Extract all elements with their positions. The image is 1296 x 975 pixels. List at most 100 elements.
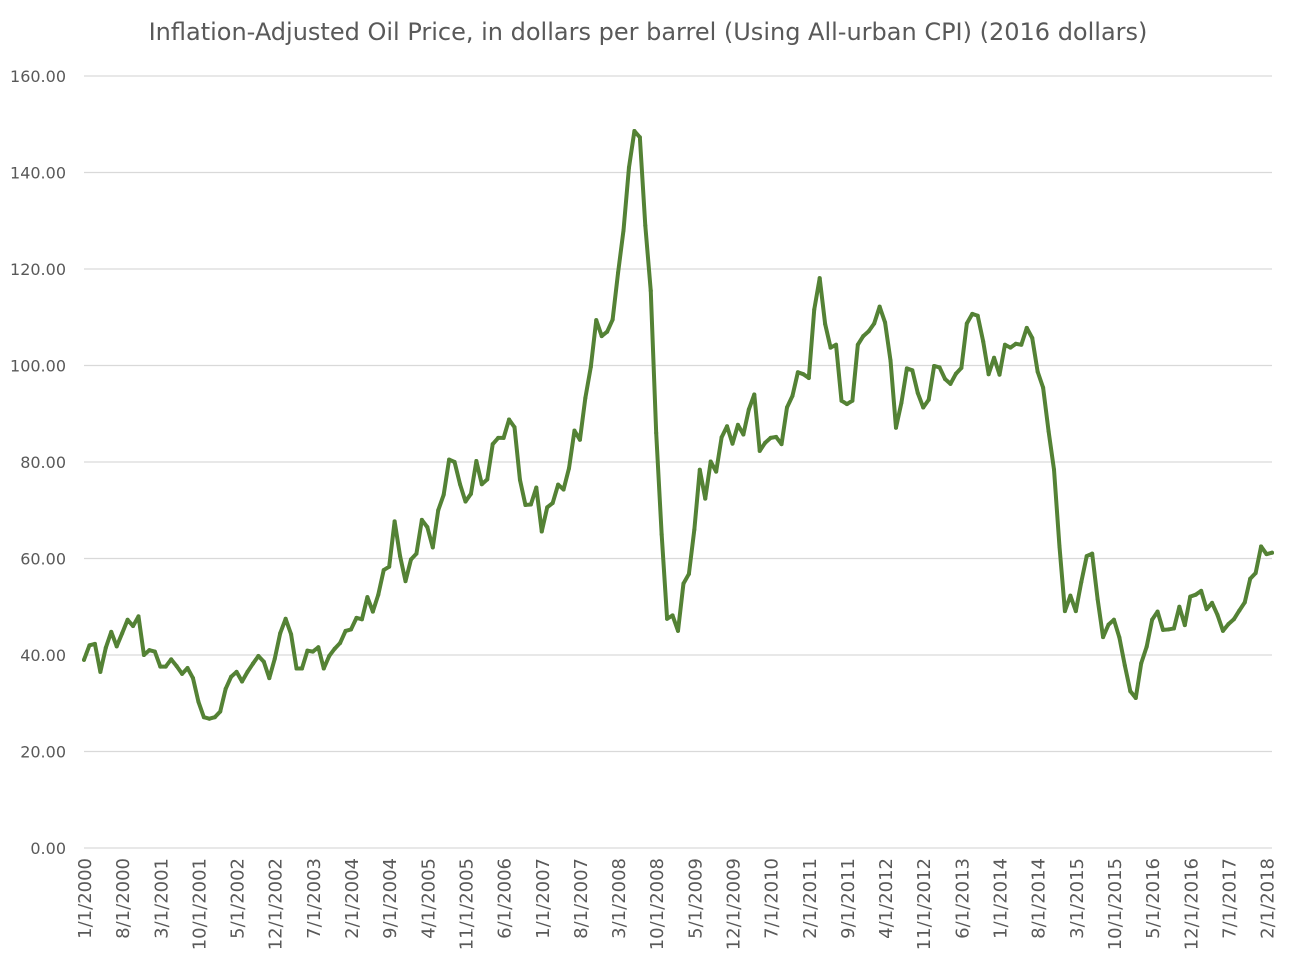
data-point bbox=[1231, 617, 1236, 622]
data-point bbox=[801, 372, 806, 377]
data-point bbox=[686, 571, 691, 576]
data-point bbox=[953, 371, 958, 376]
data-point bbox=[752, 392, 757, 397]
data-point bbox=[349, 627, 354, 632]
data-point bbox=[147, 648, 152, 653]
data-point bbox=[883, 320, 888, 325]
y-tick-label: 20.00 bbox=[20, 743, 66, 762]
x-tick-label: 11/1/2005 bbox=[456, 858, 477, 950]
x-tick-label: 8/1/2000 bbox=[113, 858, 134, 939]
data-point bbox=[1188, 594, 1193, 599]
data-point bbox=[534, 485, 539, 490]
data-point bbox=[746, 407, 751, 412]
y-tick-label: 120.00 bbox=[10, 260, 66, 279]
data-point bbox=[305, 648, 310, 653]
x-tick-label: 2/1/2004 bbox=[342, 858, 363, 939]
data-point bbox=[1019, 342, 1024, 347]
data-point bbox=[452, 460, 457, 464]
data-point bbox=[359, 617, 364, 622]
data-point bbox=[114, 644, 119, 649]
x-tick-label: 3/1/2015 bbox=[1067, 858, 1088, 939]
data-point bbox=[163, 664, 168, 669]
data-point bbox=[877, 304, 882, 309]
data-point bbox=[436, 508, 441, 513]
y-tick-label: 80.00 bbox=[20, 453, 66, 472]
x-tick-label: 4/1/2012 bbox=[876, 858, 897, 939]
data-point bbox=[316, 645, 321, 650]
data-point bbox=[735, 422, 740, 427]
data-point bbox=[1215, 612, 1220, 617]
data-point bbox=[212, 715, 217, 720]
data-point bbox=[528, 502, 533, 507]
data-point bbox=[1030, 336, 1035, 340]
data-point bbox=[1117, 635, 1122, 640]
data-point bbox=[332, 646, 337, 651]
data-point bbox=[1144, 644, 1149, 649]
data-point bbox=[1106, 622, 1111, 627]
data-point bbox=[714, 469, 719, 474]
x-tick-label: 12/1/2009 bbox=[723, 858, 744, 950]
data-point bbox=[992, 355, 997, 360]
data-point bbox=[545, 505, 550, 510]
data-point bbox=[567, 466, 572, 471]
data-point bbox=[648, 288, 653, 293]
data-point bbox=[523, 502, 528, 507]
data-point bbox=[196, 699, 201, 704]
data-point bbox=[141, 653, 146, 657]
x-tick-label: 1/1/2007 bbox=[533, 858, 554, 939]
data-point bbox=[970, 311, 975, 316]
data-point bbox=[490, 442, 495, 447]
data-point bbox=[572, 428, 577, 433]
data-point bbox=[904, 366, 909, 371]
data-point bbox=[234, 669, 239, 674]
x-tick-label: 7/1/2017 bbox=[1219, 858, 1240, 939]
data-point bbox=[697, 467, 702, 472]
data-point bbox=[964, 321, 969, 326]
x-tick-label: 10/1/2001 bbox=[189, 858, 210, 950]
data-point bbox=[1013, 341, 1018, 346]
data-point bbox=[790, 393, 795, 398]
x-tick-label: 12/1/2016 bbox=[1181, 858, 1202, 950]
data-point bbox=[174, 664, 179, 669]
data-point bbox=[975, 313, 980, 318]
data-point bbox=[1095, 597, 1100, 602]
data-point bbox=[1035, 369, 1040, 374]
x-tick-label: 11/1/2012 bbox=[914, 858, 935, 950]
data-point bbox=[632, 129, 637, 133]
data-point bbox=[501, 435, 506, 440]
data-point bbox=[1199, 588, 1204, 593]
data-point bbox=[1052, 467, 1057, 472]
data-point bbox=[256, 653, 261, 658]
data-point bbox=[768, 435, 773, 440]
data-point bbox=[626, 165, 631, 170]
data-point bbox=[834, 342, 839, 347]
x-tick-label: 10/1/2008 bbox=[647, 858, 668, 950]
x-tick-label: 4/1/2005 bbox=[418, 858, 439, 939]
data-point bbox=[272, 656, 277, 661]
data-point bbox=[719, 435, 724, 440]
data-point bbox=[180, 671, 185, 676]
data-point bbox=[207, 716, 212, 721]
x-tick-label: 8/1/2014 bbox=[1029, 858, 1050, 939]
data-point bbox=[485, 477, 490, 482]
series-layer bbox=[82, 129, 1274, 721]
data-point bbox=[1166, 627, 1171, 632]
data-point bbox=[381, 568, 386, 573]
data-point bbox=[507, 417, 512, 422]
data-point bbox=[1101, 635, 1106, 640]
data-point bbox=[136, 614, 141, 619]
data-point bbox=[1248, 576, 1253, 581]
data-point bbox=[87, 643, 92, 648]
data-point bbox=[447, 457, 452, 462]
data-point bbox=[681, 581, 686, 586]
data-point bbox=[463, 499, 468, 504]
data-point bbox=[1046, 429, 1051, 434]
data-point bbox=[1090, 551, 1095, 556]
data-point bbox=[1122, 663, 1127, 668]
data-point bbox=[283, 616, 288, 621]
data-point bbox=[92, 641, 97, 646]
data-point bbox=[240, 679, 245, 684]
y-axis-ticks: 0.00 20.00 40.00 60.00 80.00 100.00 120.00 140.… bbox=[10, 67, 66, 858]
y-tick-label: 0.00 bbox=[30, 839, 66, 858]
x-tick-label: 12/1/2002 bbox=[266, 858, 287, 950]
